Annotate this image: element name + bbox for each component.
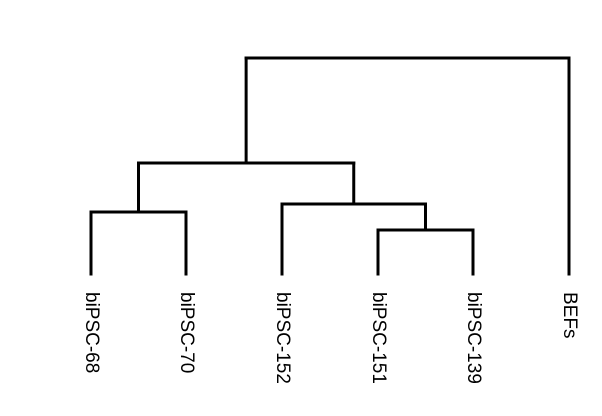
leaf-label: biPSC-151 [368,292,389,384]
leaf-label: biPSC-152 [272,292,293,384]
leaf-label: biPSC-70 [176,292,197,373]
dendrogram-branches [89,56,571,276]
dendrogram-leaf-labels: biPSC-68 biPSC-70 biPSC-152 biPSC-151 biPSC-… [81,292,580,384]
leaf-label: BEFs [559,292,580,338]
leaf-label: biPSC-139 [463,292,484,384]
leaf-label: biPSC-68 [81,292,102,373]
